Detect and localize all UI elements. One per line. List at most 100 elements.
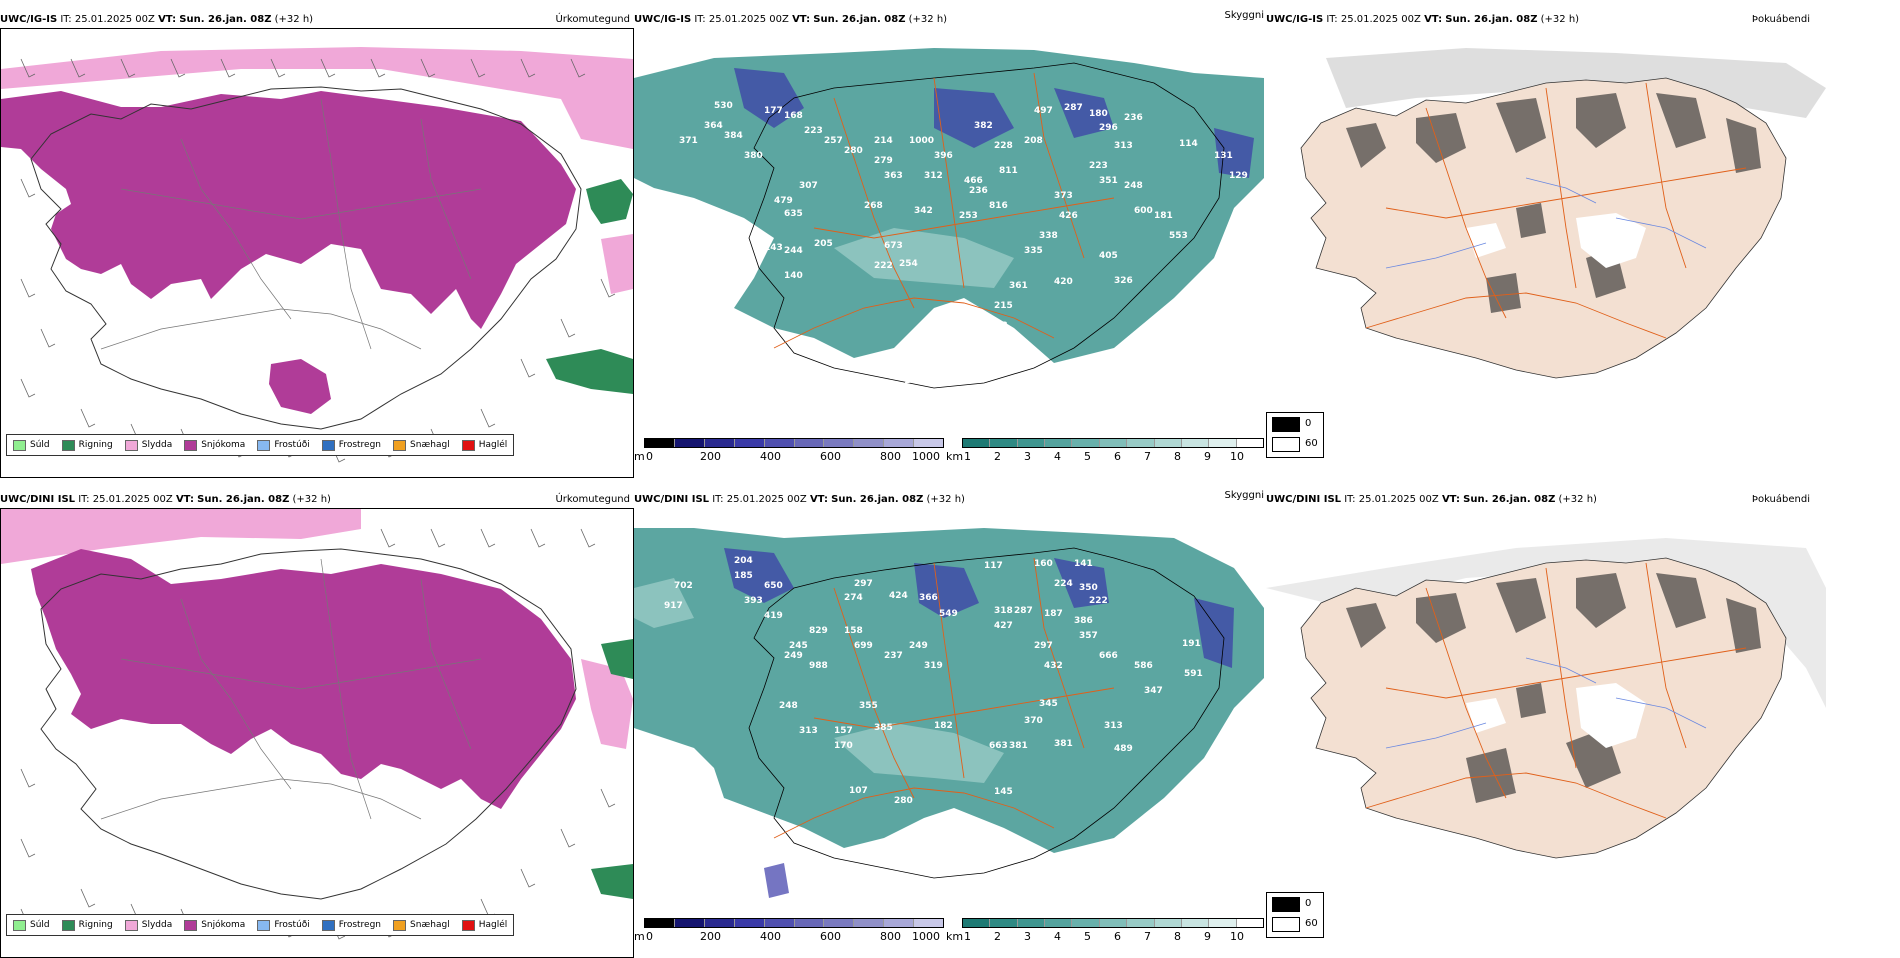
high-terrain — [724, 548, 1234, 898]
peak-label: 222 — [874, 261, 893, 271]
peak-label: 268 — [864, 201, 883, 211]
peak-label: 371 — [679, 136, 698, 146]
peak-label: 586 — [1134, 661, 1153, 671]
river-network — [1365, 562, 1747, 819]
peak-label: 177 — [764, 106, 783, 116]
peak-label: 280 — [894, 796, 913, 806]
river-network — [773, 557, 1115, 839]
peak-label: 191 — [1182, 639, 1201, 649]
legend-item-2: Slydda — [124, 439, 172, 451]
legend-item-5: Frostregn — [321, 439, 381, 451]
fog-map[interactable] — [1266, 28, 1826, 438]
peak-label: 297 — [1034, 641, 1053, 651]
peak-label: 663 — [989, 741, 1008, 751]
vis-tick: 4 — [1054, 450, 1061, 463]
peak-label: 103 — [919, 393, 938, 403]
lake-lines — [1385, 657, 1707, 749]
peak-label: 591 — [1184, 669, 1203, 679]
snow-area-south — [269, 359, 331, 414]
fog-high-label: 0 — [1305, 898, 1312, 909]
peak-label: 170 — [834, 741, 853, 751]
peak-label: 182 — [934, 721, 953, 731]
legend-item-3: Snjókoma — [184, 919, 245, 931]
iceland-outline — [40, 548, 577, 900]
peak-label: 204 — [734, 556, 753, 566]
vis-tick: 9 — [1204, 450, 1211, 463]
peak-label: 114 — [1179, 139, 1198, 149]
peak-label: 307 — [799, 181, 818, 191]
fog-map[interactable] — [1266, 508, 1826, 918]
precip-map[interactable] — [0, 28, 634, 478]
fog-low-label: 60 — [1305, 918, 1318, 929]
peak-label: 279 — [874, 156, 893, 166]
vis-field — [634, 528, 1264, 853]
peak-label: 254 — [899, 259, 918, 269]
legend-item-3: Snjókoma — [184, 439, 245, 451]
visibility-unit: km — [946, 930, 964, 943]
peak-label: 426 — [1059, 211, 1078, 221]
peak-label: 673 — [884, 241, 903, 251]
rain-area-east — [586, 179, 633, 224]
peak-label: 257 — [824, 136, 843, 146]
precip-panel-row2: UWC/DINI ISL IT: 25.01.2025 00Z VT: Sun.… — [0, 494, 634, 958]
height-tick: 1000 — [912, 450, 940, 463]
fog-title: Þokuábendi — [1751, 14, 1810, 25]
peak-label: 335 — [1024, 246, 1043, 256]
peak-label: 128 — [904, 356, 923, 366]
vis-tick: 10 — [1230, 450, 1244, 463]
peak-label: 351 — [1099, 176, 1118, 186]
precip-map[interactable] — [0, 508, 634, 958]
snow-area — [1, 91, 576, 329]
peak-label: 313 — [1114, 141, 1133, 151]
peak-label: 143 — [764, 243, 783, 253]
precip-legend: Súld Rigning Slydda Snjókoma Frostúði Fr… — [6, 914, 515, 936]
peak-label: 381 — [1009, 741, 1028, 751]
peak-label: 355 — [859, 701, 878, 711]
peak-label: 117 — [984, 561, 1003, 571]
height-tick: 600 — [820, 450, 841, 463]
peak-label: 157 — [834, 726, 853, 736]
river-network — [1365, 82, 1747, 339]
peak-label: 228 — [994, 141, 1013, 151]
peak-label: 381 — [1054, 739, 1073, 749]
legend-item-4: Frostúði — [257, 919, 310, 931]
fog-dark-patches — [1346, 573, 1761, 803]
peak-label: 163 — [989, 321, 1008, 331]
fog-title: Þokuábendi — [1751, 494, 1810, 505]
legend-item-1: Rigning — [61, 439, 113, 451]
peak-label: 988 — [809, 661, 828, 671]
peak-label: 420 — [1054, 277, 1073, 287]
road-network — [100, 98, 482, 350]
peak-label: 361 — [1009, 281, 1028, 291]
cloud-map[interactable]: 530 364 371 384 380 177 168 223 257 280 … — [634, 28, 1264, 438]
legend-item-4: Frostúði — [257, 439, 310, 451]
peak-label: 248 — [779, 701, 798, 711]
vis-tick: 10 — [1230, 930, 1244, 943]
cloud-panel-row1: UWC/IG-IS IT: 25.01.2025 00Z VT: Sun. 26… — [634, 10, 1264, 464]
height-tick: 1000 — [912, 930, 940, 943]
visibility-colorbar: km 1 2 3 4 5 6 7 8 9 10 — [946, 438, 1264, 464]
peak-label: 363 — [884, 171, 903, 181]
legend-item-7: Haglél — [461, 439, 507, 451]
peak-label: 424 — [889, 591, 908, 601]
precip-legend: Súld Rigning Slydda Snjókoma Frostúði Fr… — [6, 434, 515, 456]
peak-label: 245 — [789, 641, 808, 651]
peak-label: 600 — [1134, 206, 1153, 216]
rain-area-east — [601, 639, 633, 679]
peak-label: 699 — [854, 641, 873, 651]
vis-tick: 6 — [1114, 930, 1121, 943]
glacier-white — [1466, 213, 1646, 268]
peak-label: 319 — [924, 661, 943, 671]
peak-label: 829 — [809, 626, 828, 636]
peak-label: 816 — [989, 201, 1008, 211]
peak-label: 244 — [784, 246, 803, 256]
precip-title: Úrkomutegund — [555, 14, 630, 25]
vis-tick: 3 — [1024, 930, 1031, 943]
cloud-title: Skyggni — [1224, 490, 1264, 501]
cloud-map[interactable]: 204 185 702 650 917 393 419 829 158 699 … — [634, 508, 1264, 918]
peak-label: 222 — [1089, 596, 1108, 606]
peak-label: 479 — [774, 196, 793, 206]
sleet-area — [1, 509, 361, 564]
peak-label: 223 — [1089, 161, 1108, 171]
height-tick: 800 — [880, 930, 901, 943]
